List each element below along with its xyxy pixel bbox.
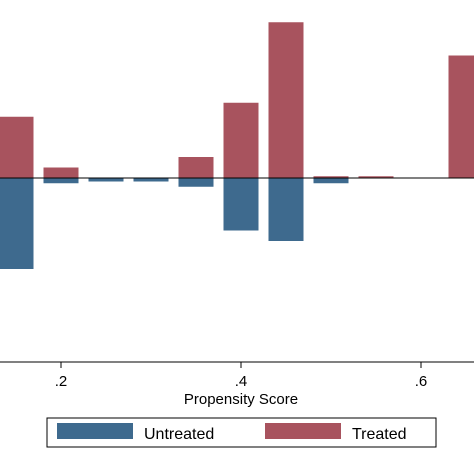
x-axis-ticks: .2 .4 .6 [55,362,428,390]
bar-treated-2 [0,116,34,178]
bar-treated-8 [268,22,304,178]
legend-swatch-untreated [57,423,133,439]
bar-treated-12 [448,55,474,178]
bar-treated-10 [358,176,394,178]
x-axis-title: Propensity Score [184,391,298,408]
bars-layer [0,22,474,269]
legend-swatch-treated [265,423,341,439]
bar-untreated-5 [133,178,169,182]
bar-treated-6 [178,157,214,178]
x-tick-label-2: .6 [415,373,428,390]
bar-untreated-6 [178,178,214,187]
bar-untreated-4 [88,178,124,182]
bar-untreated-9 [313,178,349,184]
bar-untreated-7 [223,178,259,231]
legend: Untreated Treated [46,417,437,448]
legend-label-treated: Treated [352,426,407,443]
x-tick-label-0: .2 [55,373,68,390]
bar-untreated-3 [43,178,79,184]
bar-treated-9 [313,176,349,178]
legend-label-untreated: Untreated [144,426,214,443]
bar-treated-7 [223,102,259,178]
x-tick-label-1: .4 [235,373,248,390]
bar-untreated-8 [268,178,304,241]
bar-treated-3 [43,167,79,178]
bar-untreated-2 [0,178,34,269]
